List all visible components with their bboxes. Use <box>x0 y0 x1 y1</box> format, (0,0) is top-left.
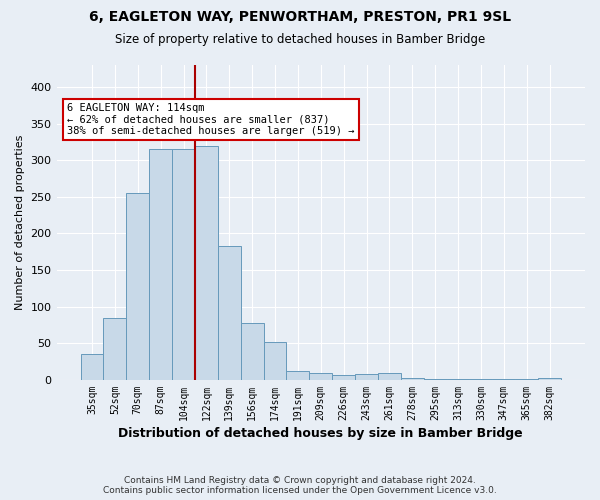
Bar <box>195 146 218 380</box>
Bar <box>241 323 263 380</box>
Text: Contains HM Land Registry data © Crown copyright and database right 2024.
Contai: Contains HM Land Registry data © Crown c… <box>103 476 497 495</box>
Y-axis label: Number of detached properties: Number of detached properties <box>15 135 25 310</box>
Bar <box>286 371 310 380</box>
Text: 6 EAGLETON WAY: 114sqm
← 62% of detached houses are smaller (837)
38% of semi-de: 6 EAGLETON WAY: 114sqm ← 62% of detached… <box>67 103 355 136</box>
X-axis label: Distribution of detached houses by size in Bamber Bridge: Distribution of detached houses by size … <box>118 427 523 440</box>
Bar <box>103 318 127 380</box>
Bar <box>332 375 355 380</box>
Bar <box>355 374 378 380</box>
Bar <box>127 193 149 380</box>
Text: 6, EAGLETON WAY, PENWORTHAM, PRESTON, PR1 9SL: 6, EAGLETON WAY, PENWORTHAM, PRESTON, PR… <box>89 10 511 24</box>
Bar <box>538 378 561 380</box>
Bar <box>310 372 332 380</box>
Bar <box>218 246 241 380</box>
Bar <box>172 149 195 380</box>
Bar <box>263 342 286 380</box>
Bar <box>378 372 401 380</box>
Bar <box>493 379 515 380</box>
Bar <box>149 149 172 380</box>
Bar <box>424 379 446 380</box>
Bar <box>469 379 493 380</box>
Text: Size of property relative to detached houses in Bamber Bridge: Size of property relative to detached ho… <box>115 32 485 46</box>
Bar <box>401 378 424 380</box>
Bar <box>80 354 103 380</box>
Bar <box>446 379 469 380</box>
Bar <box>515 379 538 380</box>
